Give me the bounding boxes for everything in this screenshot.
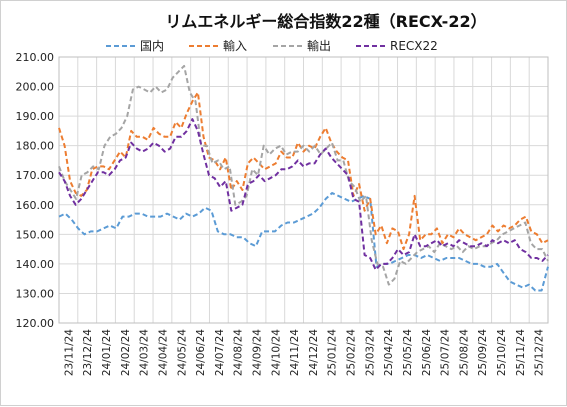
y-tick-label: 180.00	[16, 140, 55, 153]
x-tick-label: 25/07/24	[440, 329, 452, 376]
x-tick-label: 24/05/24	[176, 329, 188, 376]
x-tick-label: 25/04/24	[383, 329, 395, 376]
series-line-2	[58, 64, 549, 286]
series-line-3	[58, 118, 549, 271]
x-tick-label: 24/06/24	[195, 329, 207, 376]
y-tick-label: 120.00	[16, 317, 55, 330]
y-tick-label: 190.00	[16, 110, 55, 123]
plot-border	[58, 56, 549, 324]
legend-label-2: 輸出	[307, 38, 331, 53]
y-tick-label: 210.00	[16, 51, 55, 64]
legend-label-1: 輸入	[223, 38, 247, 53]
series-line-1	[58, 91, 549, 251]
legend-label-0: 国内	[140, 39, 164, 53]
y-tick-label: 170.00	[16, 169, 55, 182]
x-tick-label: 25/10/24	[496, 329, 508, 376]
series-line-0	[58, 192, 549, 292]
x-tick-label: 23/12/24	[82, 329, 94, 376]
x-axis: 23/11/24 23/12/24 24/01/24 24/02/24 24/03/24…	[63, 329, 545, 376]
x-tick-label: 25/08/24	[458, 329, 470, 376]
y-tick-label: 140.00	[16, 258, 55, 271]
x-tick-label: 24/09/24	[251, 329, 263, 376]
y-tick-label: 200.00	[16, 81, 55, 94]
y-tick-label: 130.00	[16, 287, 55, 300]
x-tick-label: 25/03/24	[364, 329, 376, 376]
x-tick-label: 23/11/24	[63, 329, 75, 376]
x-tick-label: 24/07/24	[214, 329, 226, 376]
y-tick-label: 160.00	[16, 199, 55, 212]
x-tick-label: 25/02/24	[346, 329, 358, 376]
x-tick-label: 24/08/24	[233, 329, 245, 376]
y-tick-label: 150.00	[16, 228, 55, 241]
x-tick-label: 24/12/24	[308, 329, 320, 376]
y-axis: 120.00 130.00 140.00 150.00 160.00 170.00 180.…	[16, 51, 55, 330]
x-tick-label: 25/11/24	[515, 329, 527, 376]
chart-legend: 国内 輸入 輸出 RECX22	[106, 38, 438, 53]
x-tick-label: 25/09/24	[477, 329, 489, 376]
x-tick-label: 25/12/24	[534, 329, 546, 376]
x-tick-label: 24/04/24	[157, 329, 169, 376]
chart-grid	[58, 56, 549, 324]
x-tick-label: 24/01/24	[101, 329, 113, 376]
x-tick-label: 24/10/24	[270, 329, 282, 376]
x-tick-label: 24/11/24	[289, 329, 301, 376]
chart-title: リムエネルギー総合指数22種（RECX-22）	[165, 12, 486, 31]
x-tick-label: 24/02/24	[120, 329, 132, 376]
plot-area	[58, 64, 549, 292]
x-tick-label: 24/03/24	[139, 329, 151, 376]
x-tick-label: 25/01/24	[327, 329, 339, 376]
legend-label-3: RECX22	[390, 39, 438, 53]
x-tick-label: 25/06/24	[421, 329, 433, 376]
x-tick-label: 25/05/24	[402, 329, 414, 376]
